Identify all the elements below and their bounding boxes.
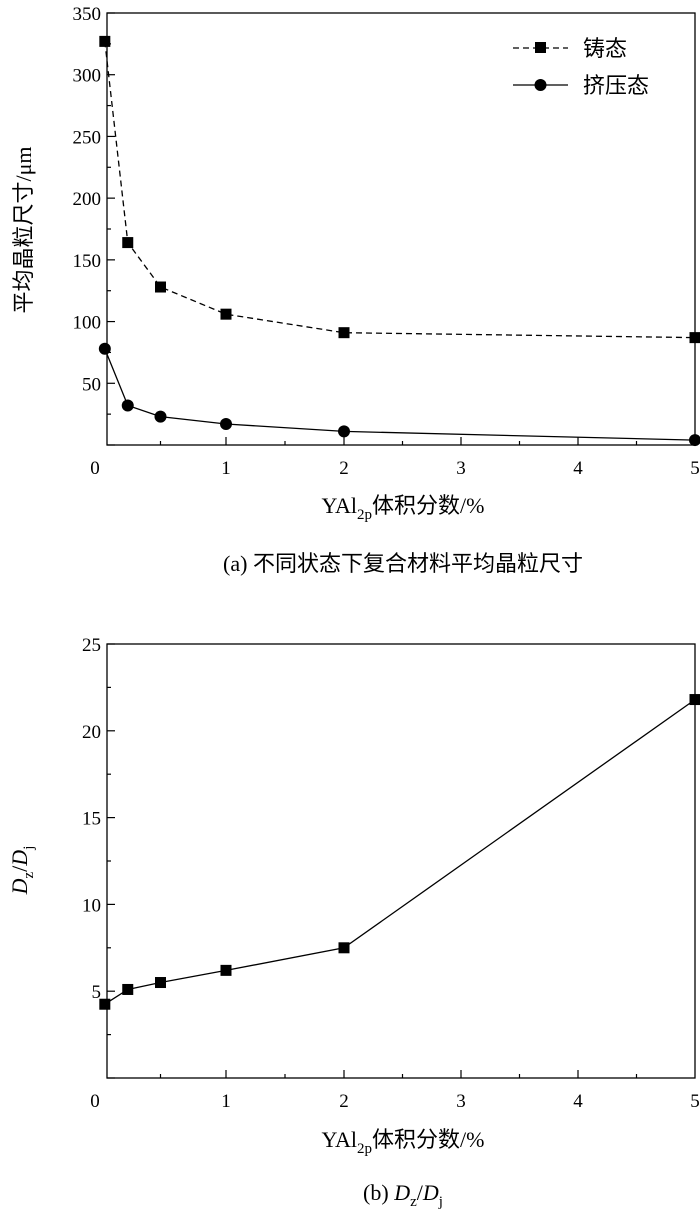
chart-a-series-0-point — [220, 308, 232, 320]
chart-a-y-tick-label: 150 — [73, 251, 102, 272]
chart-b-y-tick-label: 20 — [82, 722, 101, 743]
legend-label-cast: 铸态 — [583, 36, 627, 61]
legend-marker-cast — [535, 42, 546, 53]
chart-a-series-1-point — [154, 410, 167, 423]
chart-a-series-0-point — [155, 281, 166, 293]
chart-a-caption: (a) 不同状态下复合材料平均晶粒尺寸 — [223, 551, 583, 576]
chart-b-caption: (b) Dz/Dj — [363, 1180, 443, 1210]
chart-b-caption-a-sub: z — [410, 1194, 417, 1210]
chart-a-x-label-rest: 体积分数/% — [372, 493, 484, 518]
chart-a-ticks: 50 100 150 200 250 300 350 0 1 2 3 4 5 — [73, 4, 700, 479]
chart-a-series-1-point — [338, 425, 350, 438]
chart-a-series-1-point — [121, 399, 134, 412]
chart-b-series-0-point — [338, 942, 350, 954]
chart-b-x-tick-label: 2 — [339, 1091, 349, 1112]
chart-b-series-line-0 — [104, 699, 696, 1005]
chart-a-x-tick-label: 1 — [221, 458, 231, 479]
chart-b-caption-prefix: (b) — [363, 1180, 394, 1205]
chart-a-x-tick-label: 3 — [456, 458, 466, 479]
chart-b-caption-b: D — [422, 1180, 439, 1205]
chart-a-series-1-point — [220, 418, 232, 431]
chart-b-caption-sep: / — [417, 1180, 424, 1205]
chart-a-x-tick-label: 0 — [90, 458, 100, 479]
legend-marker-extruded — [534, 79, 547, 91]
chart-a-y-tick-label: 250 — [73, 127, 102, 148]
chart-a-y-tick-label: 350 — [73, 4, 102, 25]
chart-a-x-label-sub: 2p — [357, 507, 372, 523]
chart-b-y-tick-label: 25 — [82, 635, 101, 656]
chart-b-x-tick-label: 3 — [456, 1091, 466, 1112]
chart-a-series-line-0 — [104, 41, 696, 339]
chart-b-series-0-point — [99, 998, 111, 1010]
chart-b-x-axis-label: YAl2p体积分数/% — [322, 1127, 485, 1157]
chart-b-caption-b-sub: j — [438, 1194, 443, 1210]
chart-b-ticks: 5 10 15 20 25 0 1 2 3 4 5 — [82, 635, 700, 1112]
chart-a-y-tick-label: 100 — [73, 313, 102, 334]
chart-a-y-tick-label: 300 — [73, 66, 102, 87]
chart-b-x-label-main: YAl — [322, 1127, 357, 1152]
chart-b-caption-a: D — [393, 1180, 410, 1205]
chart-b-y-label-b: D — [7, 850, 32, 867]
chart-a-y-tick-label: 50 — [82, 374, 101, 395]
chart-b-x-tick-label: 5 — [690, 1091, 700, 1112]
chart-b-series-0-point — [689, 694, 700, 706]
chart-a-series-1-point — [98, 342, 111, 355]
chart-b-x-tick-label: 0 — [90, 1091, 100, 1112]
chart-b-y-tick-label: 5 — [92, 982, 102, 1003]
chart-b-y-axis-label: Dz/Dj — [7, 846, 37, 896]
chart-a-x-label-main: YAl — [322, 493, 357, 518]
chart-b-series — [99, 694, 700, 1010]
chart-a-x-tick-label: 2 — [339, 458, 349, 479]
chart-b-y-tick-label: 10 — [82, 895, 101, 916]
legend-label-extruded: 挤压态 — [583, 73, 649, 98]
chart-a-series-0-point — [122, 237, 134, 249]
chart-b-y-label-sep: / — [7, 865, 32, 872]
chart-b-y-label-a: D — [7, 878, 32, 895]
chart-b-x-label-rest: 体积分数/% — [372, 1127, 484, 1152]
chart-a-x-tick-label: 4 — [573, 458, 583, 479]
chart-b-plot-frame — [106, 643, 696, 1079]
chart-a-y-axis-label: 平均晶粒尺寸/μm — [11, 146, 36, 313]
chart-b-x-tick-label: 4 — [573, 1091, 583, 1112]
chart-a-series-0-point — [99, 35, 111, 47]
chart-a-series-1-point — [689, 434, 700, 447]
chart-a-y-tick-label: 200 — [73, 189, 102, 210]
chart-a-series-line-1 — [104, 348, 696, 441]
chart-b-y-label-b-sub: j — [21, 846, 37, 851]
chart-a-series — [98, 35, 700, 447]
chart-b-series-0-point — [155, 977, 166, 989]
chart-a-x-tick-label: 5 — [690, 458, 700, 479]
chart-a-legend: 铸态 挤压态 — [513, 36, 649, 98]
chart-b-x-tick-label: 1 — [221, 1091, 231, 1112]
chart-a: 50 100 150 200 250 300 350 0 1 2 3 4 5 铸态 挤压态 平均晶粒尺寸… — [11, 4, 700, 576]
chart-a-x-axis-label: YAl2p体积分数/% — [322, 493, 485, 523]
chart-b-series-0-point — [122, 983, 134, 995]
chart-b-y-tick-label: 15 — [82, 809, 101, 830]
chart-a-series-0-point — [338, 327, 350, 339]
chart-b-x-label-sub: 2p — [357, 1141, 372, 1157]
chart-b-series-0-point — [220, 964, 232, 976]
chart-b-y-label-a-sub: z — [21, 871, 37, 878]
chart-a-series-0-point — [689, 332, 700, 344]
